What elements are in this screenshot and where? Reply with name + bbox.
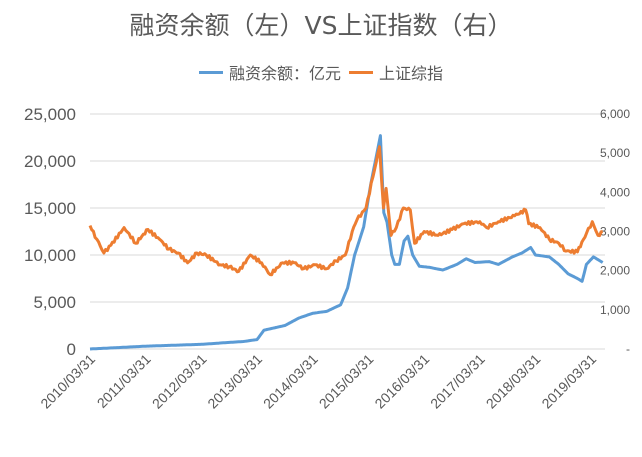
x-tick-label: 2015/03/31 xyxy=(316,351,377,412)
x-tick-label: 2017/03/31 xyxy=(427,351,488,412)
series-line-index xyxy=(88,145,603,277)
y-left-tick-label: 10,000 xyxy=(24,246,76,265)
x-tick-label: 2013/03/31 xyxy=(204,351,265,412)
x-tick-label: 2019/03/31 xyxy=(538,351,599,412)
x-tick-label: 2016/03/31 xyxy=(371,351,432,412)
y-right-tick-label: 6,000 xyxy=(600,107,630,121)
chart-title: 融资余额（左）VS上证指数（右） xyxy=(129,11,513,40)
y-right-tick-label: 1,000 xyxy=(600,303,630,317)
y-left-tick-label: 25,000 xyxy=(24,105,76,124)
y-right-tick-label: 5,000 xyxy=(600,146,630,160)
series-line-margin xyxy=(89,134,604,351)
legend-swatch-margin xyxy=(198,70,223,74)
y-left-tick-label: 0 xyxy=(67,340,76,359)
legend-label-margin: 融资余额：亿元 xyxy=(228,64,341,83)
x-tick-label: 2011/03/31 xyxy=(94,351,154,411)
y-right-tick-label: 3,000 xyxy=(600,225,630,239)
x-tick-label: 2012/03/31 xyxy=(149,351,210,412)
legend: 融资余额：亿元 上证综指 xyxy=(0,60,642,84)
y-right-tick-label: - xyxy=(626,342,630,356)
x-tick-label: 2010/03/31 xyxy=(37,351,98,412)
y-left-tick-label: 20,000 xyxy=(24,152,76,171)
legend-swatch-index xyxy=(349,70,373,74)
y-left-tick-label: 15,000 xyxy=(24,199,76,218)
y-right-tick-label: 2,000 xyxy=(600,264,630,278)
y-left-tick-label: 5,000 xyxy=(33,293,76,312)
x-tick-label: 2014/03/31 xyxy=(260,351,321,412)
x-tick-label: 2018/03/31 xyxy=(483,351,544,412)
legend-item-index: 上证综指 xyxy=(349,60,443,84)
legend-label-index: 上证综指 xyxy=(379,64,444,83)
y-right-tick-label: 4,000 xyxy=(600,185,630,199)
legend-item-margin: 融资余额：亿元 xyxy=(198,60,341,84)
